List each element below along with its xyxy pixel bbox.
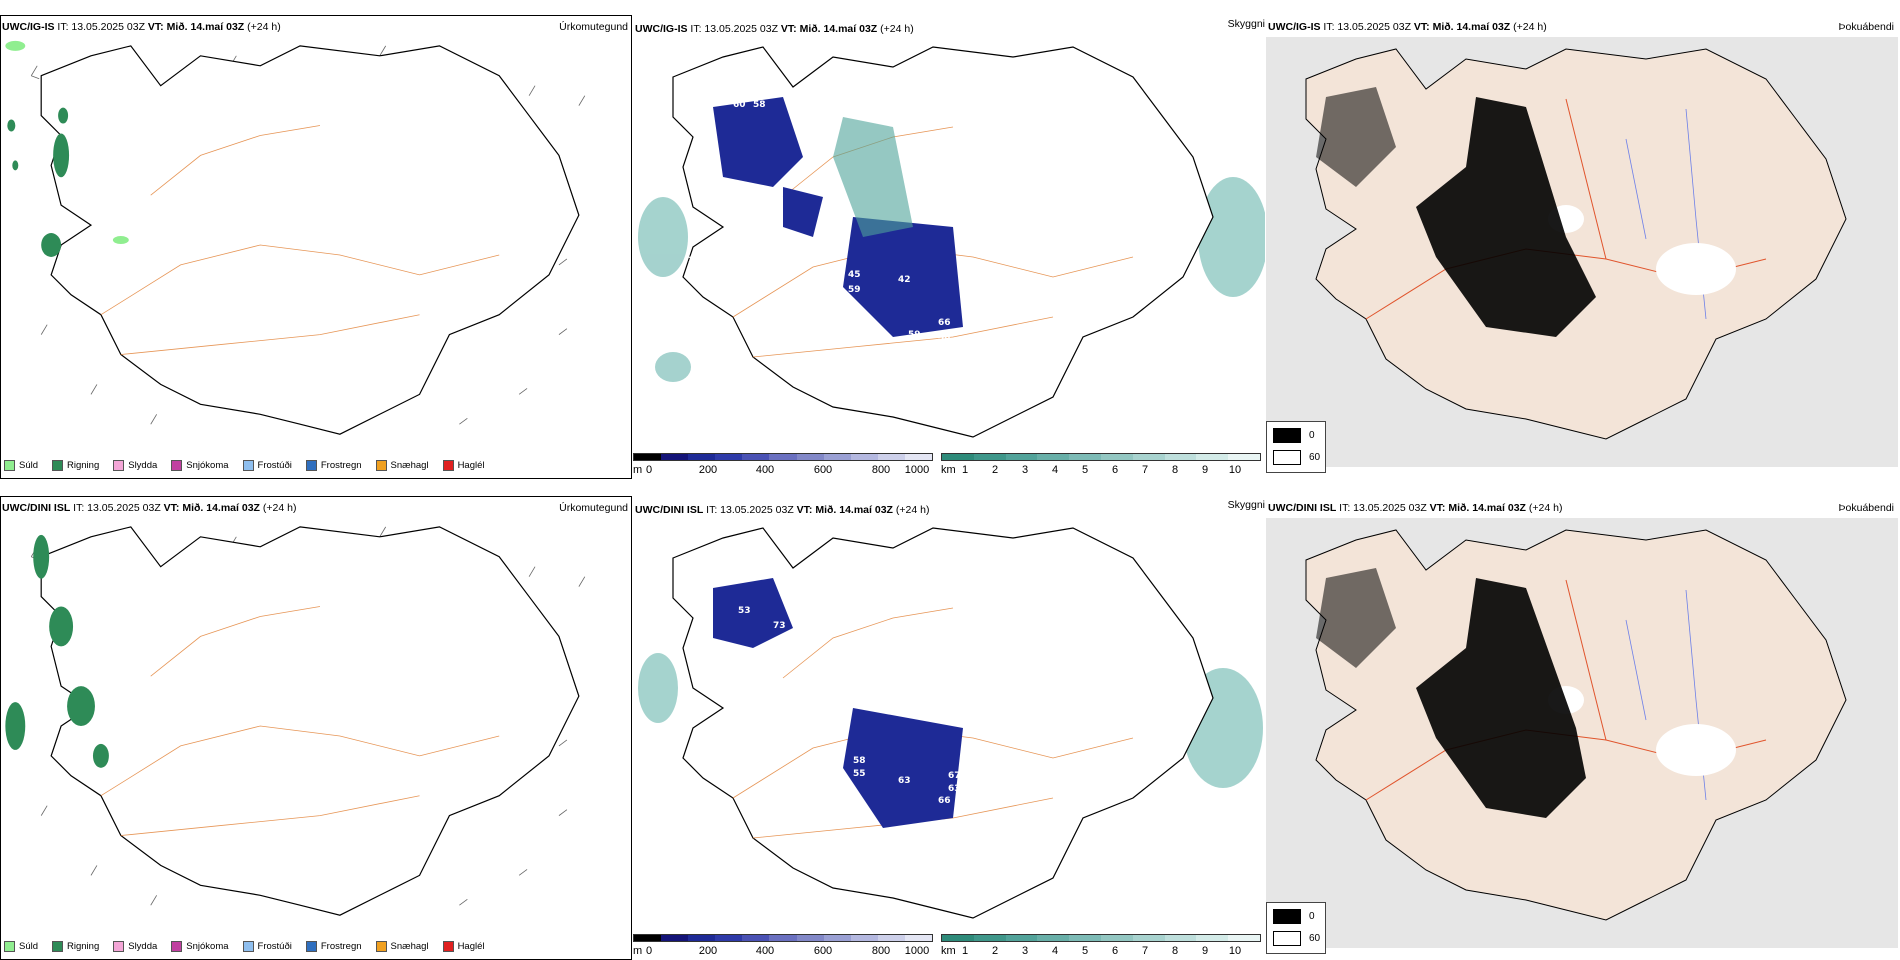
colorbar-unit: m (633, 464, 643, 476)
fog-legend: 0 60 (1266, 902, 1326, 954)
panel-title: UWC/DINI ISL IT: 13.05.2025 03Z VT: Mið.… (1268, 502, 1563, 514)
svg-text:53: 53 (738, 606, 751, 616)
legend-item: Rigning (52, 941, 99, 952)
svg-text:55: 55 (853, 769, 866, 779)
svg-text:66: 66 (938, 796, 951, 806)
legend-item: Frostúði (242, 941, 292, 952)
svg-text:45: 45 (848, 270, 861, 280)
precip-type-legend: Súld Rigning Slydda Snjókoma Frostúði Fr… (4, 460, 485, 471)
svg-text:59: 59 (908, 330, 921, 340)
legend-item: Slydda (113, 941, 157, 952)
panel-visibility-igis: UWC/IG-IS IT: 13.05.2025 03Z VT: Mið. 14… (633, 13, 1265, 479)
ceiling-colorbar: m 0 200 400 600 800 1000 (633, 934, 933, 960)
precip-type-map (0, 496, 632, 960)
fog-indicator-map (1266, 518, 1898, 948)
legend-item: Snæhagl (375, 460, 429, 471)
legend-item: Snjókoma (171, 460, 229, 471)
legend-item: Snæhagl (375, 941, 429, 952)
panel-title: UWC/DINI ISL IT: 13.05.2025 03Z VT: Mið.… (2, 502, 297, 514)
panel-title: UWC/DINI ISL IT: 13.05.2025 03Z VT: Mið.… (635, 504, 930, 516)
ceiling-colorbar: m 0 200 400 600 800 1000 (633, 453, 933, 479)
legend-item: Súld (4, 941, 38, 952)
fog-legend: 0 60 (1266, 421, 1326, 473)
visibility-map: 53 73 58 55 63 67 63 66 29 (638, 518, 1263, 922)
svg-text:88: 88 (798, 360, 811, 370)
svg-text:30: 30 (688, 256, 701, 266)
panel-fog-indicator-igis: UWC/IG-IS IT: 13.05.2025 03Z VT: Mið. 14… (1266, 13, 1898, 479)
panel-variable: Úrkomutegund (559, 21, 628, 33)
panel-fog-indicator-dini: UWC/DINI ISL IT: 13.05.2025 03Z VT: Mið.… (1266, 494, 1898, 960)
svg-text:58: 58 (938, 333, 951, 343)
svg-text:66: 66 (938, 318, 951, 328)
svg-text:58: 58 (853, 756, 866, 766)
legend-item: Rigning (52, 460, 99, 471)
legend-item: Haglél (442, 941, 485, 952)
panel-title: UWC/IG-IS IT: 13.05.2025 03Z VT: Mið. 14… (635, 23, 914, 35)
panel-title: UWC/IG-IS IT: 13.05.2025 03Z VT: Mið. 14… (1268, 21, 1547, 33)
panel-precip-type-igis: UWC/IG-IS IT: 13.05.2025 03Z VT: Mið. 14… (0, 13, 632, 479)
legend-item: Frostúði (242, 460, 292, 471)
legend-item: Súld (4, 460, 38, 471)
visibility-map: 60 58 45 59 42 59 66 58 30 88 (638, 37, 1265, 441)
svg-text:63: 63 (948, 784, 961, 794)
precip-type-map (0, 15, 632, 479)
panel-variable: Úrkomutegund (559, 502, 628, 514)
panel-precip-type-dini: UWC/DINI ISL IT: 13.05.2025 03Z VT: Mið.… (0, 494, 632, 960)
precip-type-legend: Súld Rigning Slydda Snjókoma Frostúði Fr… (4, 941, 485, 952)
svg-text:67: 67 (948, 771, 961, 781)
ceiling-colorbar-strip (633, 453, 933, 461)
visibility-colorbar: km 1 2 3 4 5 6 7 8 9 10 (941, 934, 1261, 960)
legend-item: Frostregn (305, 460, 362, 471)
panel-variable: Þokuábendi (1838, 21, 1894, 33)
legend-item: Haglél (442, 460, 485, 471)
svg-text:73: 73 (773, 621, 786, 631)
legend-item: Snjókoma (171, 941, 229, 952)
svg-text:63: 63 (898, 776, 911, 786)
svg-text:59: 59 (848, 285, 861, 295)
svg-text:58: 58 (753, 100, 766, 110)
svg-text:29: 29 (688, 711, 701, 721)
visibility-colorbar: km 1 2 3 4 5 6 7 8 9 10 (941, 453, 1261, 479)
fog-indicator-map (1266, 37, 1898, 467)
panel-variable: Skyggni (1227, 18, 1265, 30)
panel-variable: Þokuábendi (1838, 502, 1894, 514)
legend-item: Frostregn (305, 941, 362, 952)
svg-text:60: 60 (733, 100, 746, 110)
panel-variable: Skyggni (1227, 499, 1265, 511)
svg-text:42: 42 (898, 275, 911, 285)
legend-item: Slydda (113, 460, 157, 471)
panel-title: UWC/IG-IS IT: 13.05.2025 03Z VT: Mið. 14… (2, 21, 281, 33)
panel-visibility-dini: UWC/DINI ISL IT: 13.05.2025 03Z VT: Mið.… (633, 494, 1265, 960)
